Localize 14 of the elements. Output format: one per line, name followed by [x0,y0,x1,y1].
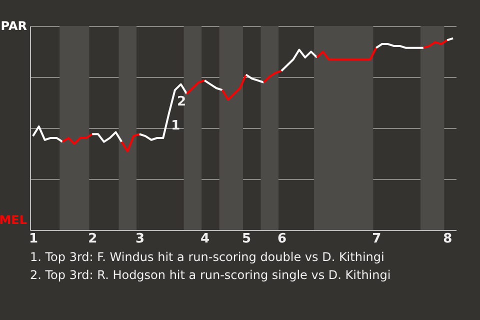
x-tick-label: 4 [200,232,210,246]
text: PAR [0,19,27,33]
x-tick-label: 1 [28,232,38,246]
x-tick-label: 5 [242,232,251,246]
x-tick-label: 2 [88,232,98,246]
text: 2. Top 3rd: R. Hodgson hit a run-scoring single vs D. Kithingi [30,268,391,282]
x-tick-label: 7 [372,232,382,246]
x-tick-label: 3 [135,232,144,246]
annotation: 1 [171,118,180,134]
x-tick-label: 8 [443,232,452,246]
x-tick-label: 6 [277,232,286,246]
annotation: 2 [177,94,186,110]
text: 1. Top 3rd: F. Windus hit a run-scoring double vs D. Kithingi [30,250,384,264]
text: MEL [0,213,28,227]
